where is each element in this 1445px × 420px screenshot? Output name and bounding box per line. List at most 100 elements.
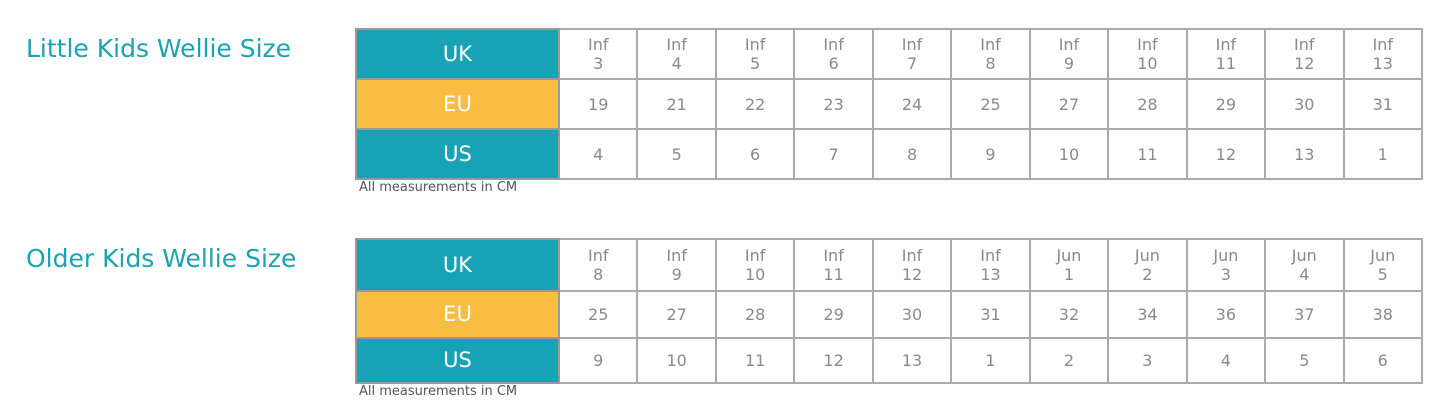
size-cell: Inf 6 <box>793 28 874 80</box>
cell-prefix: Inf <box>1372 35 1394 54</box>
size-cell: 19 <box>557 78 639 130</box>
cell-prefix: Inf <box>744 35 766 54</box>
row-label: UK <box>355 28 560 80</box>
cell-number: 5 <box>1377 265 1388 284</box>
size-cell: Inf 8 <box>557 238 639 292</box>
size-cell: 28 <box>1107 78 1188 130</box>
cell-number: 9 <box>1063 54 1075 73</box>
cell-prefix: Jun <box>1370 246 1396 265</box>
cell-number: 13 <box>980 265 1001 284</box>
size-cell: 32 <box>1028 290 1110 339</box>
size-cell: 8 <box>871 128 953 180</box>
cell-prefix: Inf <box>1215 35 1237 54</box>
cell-prefix: Inf <box>666 35 687 54</box>
cell-number: 3 <box>1220 265 1231 284</box>
size-cell: 28 <box>714 290 796 339</box>
cell-prefix: Jun <box>1213 246 1239 265</box>
size-cell: 22 <box>714 78 796 130</box>
cell-prefix: Inf <box>823 246 844 265</box>
size-cell: Inf 12 <box>1264 28 1345 80</box>
size-cell: Inf 4 <box>636 28 717 80</box>
note: All measurements in CM <box>359 180 518 195</box>
cell-prefix: Inf <box>1294 35 1315 54</box>
cell-prefix: Inf <box>980 246 1001 265</box>
size-cell: 30 <box>1264 78 1345 130</box>
size-cell: 11 <box>714 337 796 384</box>
cell-number: 9 <box>671 265 682 284</box>
cell-prefix: Inf <box>823 35 844 54</box>
size-cell: Jun 4 <box>1264 238 1345 292</box>
cell-prefix: Inf <box>666 246 687 265</box>
size-cell: 25 <box>557 290 639 339</box>
size-cell: 36 <box>1185 290 1267 339</box>
cell-prefix: Jun <box>1134 246 1160 265</box>
cell-number: 5 <box>750 54 761 73</box>
size-cell: 29 <box>1185 78 1267 130</box>
size-cell: 10 <box>1028 128 1110 180</box>
size-row: UK Inf 3 Inf 4 Inf 5 Inf 6 Inf 7 Inf 8 Inf 9 Inf 10 Inf 11… <box>355 28 1424 80</box>
size-cell: 9 <box>557 337 639 384</box>
cell-prefix: Jun <box>1056 246 1082 265</box>
size-cell: 6 <box>1342 337 1424 384</box>
size-cell: 4 <box>1185 337 1267 384</box>
cell-prefix: Inf <box>587 246 609 265</box>
size-cell: Inf 11 <box>1185 28 1267 80</box>
size-cell: Inf 9 <box>1028 28 1110 80</box>
size-cell: 24 <box>871 78 953 130</box>
size-cell: 30 <box>871 290 953 339</box>
size-cell: Inf 8 <box>950 28 1031 80</box>
note: All measurements in CM <box>359 384 518 399</box>
row-label: US <box>355 337 560 384</box>
size-cell: 29 <box>793 290 874 339</box>
size-cell: Jun 5 <box>1342 238 1424 292</box>
size-table: UK Inf 3 Inf 4 Inf 5 Inf 6 Inf 7 Inf 8 Inf 9 Inf 10 Inf 11… <box>355 28 1424 180</box>
size-cell: Inf 13 <box>1342 28 1424 80</box>
cell-number: 4 <box>671 54 682 73</box>
row-label: US <box>355 128 560 180</box>
size-cell: Inf 10 <box>714 238 796 292</box>
size-cell: Inf 5 <box>714 28 796 80</box>
cell-prefix: Inf <box>744 246 766 265</box>
size-cell: 13 <box>1264 128 1345 180</box>
row-label: UK <box>355 238 560 292</box>
size-cell: 12 <box>793 337 874 384</box>
size-cell: 2 <box>1028 337 1110 384</box>
size-cell: 9 <box>950 128 1031 180</box>
cell-number: 11 <box>1215 54 1237 73</box>
size-cell: 5 <box>636 128 717 180</box>
size-cell: 27 <box>1028 78 1110 130</box>
size-table: UK Inf 8 Inf 9 Inf 10 Inf 11 Inf 12 Inf 13 Jun 1 Jun 2 Ju… <box>355 238 1424 384</box>
cell-number: 7 <box>906 54 918 73</box>
cell-prefix: Inf <box>901 35 923 54</box>
size-cell: Inf 7 <box>871 28 953 80</box>
size-cell: 4 <box>557 128 639 180</box>
section-title: Little Kids Wellie Size <box>26 34 292 63</box>
row-label: EU <box>355 290 560 339</box>
section-title: Older Kids Wellie Size <box>26 244 297 273</box>
size-cell: 12 <box>1185 128 1267 180</box>
size-cell: 5 <box>1264 337 1345 384</box>
cell-number: 1 <box>1063 265 1075 284</box>
cell-number: 6 <box>828 54 839 73</box>
size-cell: 10 <box>636 337 717 384</box>
size-cell: 27 <box>636 290 717 339</box>
size-cell: 1 <box>1342 128 1424 180</box>
size-cell: 3 <box>1107 337 1188 384</box>
cell-number: 11 <box>823 265 844 284</box>
cell-prefix: Inf <box>587 35 609 54</box>
cell-number: 12 <box>901 265 923 284</box>
cell-prefix: Inf <box>1058 35 1080 54</box>
size-cell: 37 <box>1264 290 1345 339</box>
size-cell: Inf 12 <box>871 238 953 292</box>
size-cell: Jun 1 <box>1028 238 1110 292</box>
cell-number: 8 <box>593 265 604 284</box>
cell-prefix: Inf <box>980 35 1001 54</box>
size-cell: 23 <box>793 78 874 130</box>
size-cell: Jun 2 <box>1107 238 1188 292</box>
size-row: UK Inf 8 Inf 9 Inf 10 Inf 11 Inf 12 Inf 13 Jun 1 Jun 2 Ju… <box>355 238 1424 292</box>
size-cell: 11 <box>1107 128 1188 180</box>
size-row: US 4 5 6 7 8 9 10 11 12 13 1 <box>355 128 1424 180</box>
cell-prefix: Inf <box>1137 35 1158 54</box>
size-cell: Inf 13 <box>950 238 1031 292</box>
